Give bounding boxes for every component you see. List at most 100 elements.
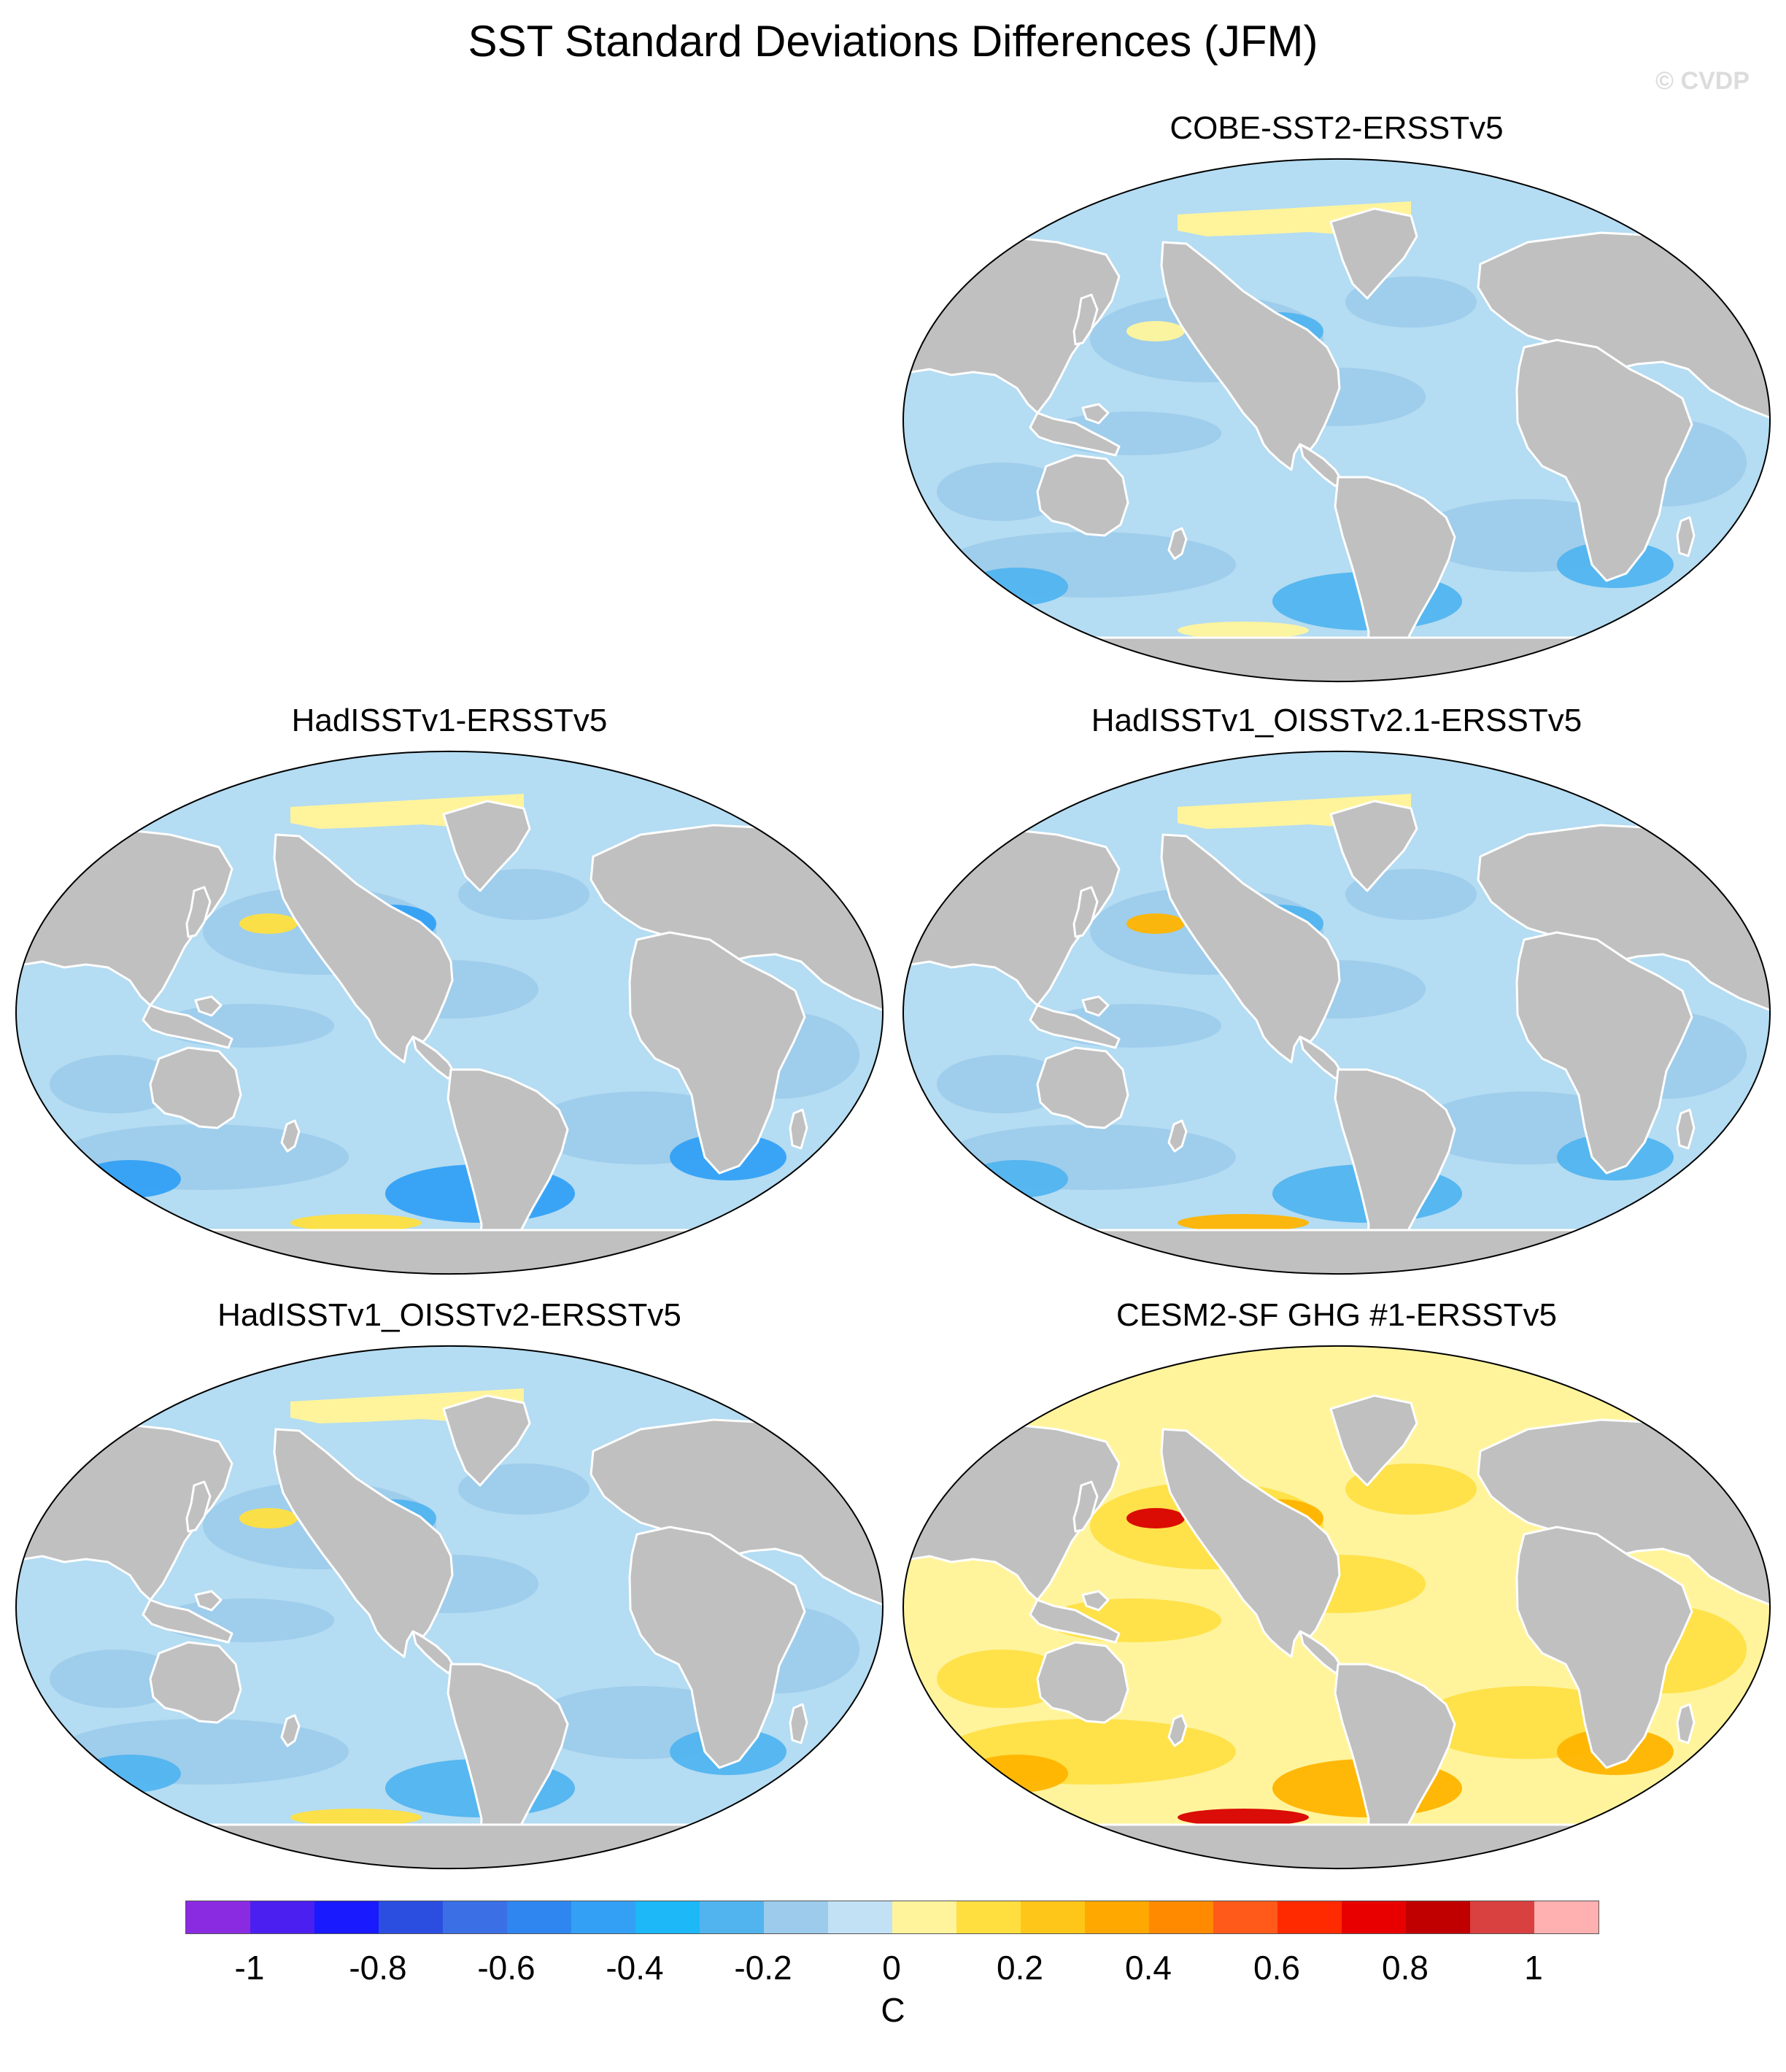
colorbar-swatch <box>250 1901 314 1933</box>
colorbar-swatch <box>186 1901 250 1933</box>
colorbar-swatch <box>379 1901 443 1933</box>
anomaly-patch-strong <box>966 568 1068 606</box>
landmass <box>149 1641 242 1724</box>
colorbar-swatch <box>1021 1901 1085 1933</box>
colorbar-tick-label: -1 <box>234 1949 265 1987</box>
landmass <box>1167 1119 1188 1153</box>
watermark: © CVDP <box>1655 67 1750 95</box>
world-map <box>15 751 884 1275</box>
anomaly-patch-warm <box>290 1214 422 1232</box>
landmass <box>789 1703 808 1744</box>
colorbar-swatch <box>956 1901 1021 1933</box>
anomaly-patch-warm <box>239 1508 298 1528</box>
landmass <box>1676 1108 1696 1150</box>
colorbar-tick-label: 0.2 <box>997 1949 1043 1987</box>
anomaly-patch <box>937 1055 1068 1113</box>
anomaly-patch <box>1345 1464 1477 1515</box>
map-panel: CESM2-SF GHG #1-ERSSTv5 <box>900 1295 1773 1871</box>
landmass <box>1167 1714 1188 1747</box>
colorbar-swatch <box>1470 1901 1534 1933</box>
map-panel: HadISSTv1_OISSTv2-ERSSTv5 <box>13 1295 886 1871</box>
landmass <box>1081 1590 1110 1612</box>
map-panel: HadISSTv1-ERSSTv5 <box>13 700 886 1277</box>
map-outline <box>902 158 1771 682</box>
colorbar-tick-label: 0.4 <box>1125 1949 1172 1987</box>
anomaly-patch-warm <box>973 1847 1046 1861</box>
landmass <box>280 1714 301 1747</box>
anomaly-patch-strong <box>966 1755 1068 1793</box>
colorbar-swatch <box>507 1901 571 1933</box>
landmass <box>1515 1526 1693 1769</box>
landmass <box>1515 931 1693 1175</box>
anomaly-patch <box>937 1650 1068 1708</box>
landmass <box>142 1004 233 1049</box>
landmass <box>902 636 1771 682</box>
landmass <box>273 1428 454 1658</box>
anomaly-patch-strong <box>79 1160 181 1198</box>
anomaly-patch-warm <box>973 660 1046 674</box>
anomaly-patch <box>50 1650 181 1708</box>
map-panel: HadISSTv1_OISSTv2.1-ERSSTv5 <box>900 700 1773 1277</box>
landmass <box>1029 411 1121 457</box>
colorbar-tick-label: -0.2 <box>734 1949 792 1987</box>
landmass <box>15 1823 884 1869</box>
anomaly-patch-warm <box>86 1252 159 1267</box>
landmass <box>185 886 212 938</box>
map-panel: COBE-SST2-ERSSTv5 <box>900 108 1773 684</box>
colorbar-tick-label: 0.6 <box>1253 1949 1300 1987</box>
anomaly-patch-warm <box>290 1809 422 1826</box>
landmass <box>789 1108 808 1150</box>
panel-title: HadISSTv1_OISSTv2-ERSSTv5 <box>217 1297 681 1333</box>
map-outline <box>902 1345 1771 1869</box>
anomaly-patch-warm <box>1126 1508 1185 1528</box>
landmass <box>1329 800 1418 892</box>
landmass <box>1036 454 1129 537</box>
colorbar-swatch <box>314 1901 379 1933</box>
colorbar-swatch <box>443 1901 507 1933</box>
panel-title: CESM2-SF GHG #1-ERSSTv5 <box>1116 1297 1557 1333</box>
landmass <box>280 1119 301 1153</box>
map-outline <box>15 751 884 1275</box>
colorbar-tick-label: -0.6 <box>477 1949 536 1987</box>
landmass <box>442 800 531 892</box>
colorbar-tick-label: -0.8 <box>349 1949 407 1987</box>
colorbar-units: C <box>881 1991 905 2029</box>
landmass <box>1072 886 1099 938</box>
colorbar-swatch <box>1085 1901 1149 1933</box>
anomaly-patch <box>1345 869 1477 920</box>
colorbar-swatch <box>700 1901 764 1933</box>
anomaly-patch <box>937 463 1068 521</box>
landmass <box>1081 403 1110 425</box>
anomaly-patch <box>50 1055 181 1113</box>
panel-title: COBE-SST2-ERSSTv5 <box>1170 110 1504 146</box>
colorbar-swatch <box>1213 1901 1277 1933</box>
anomaly-patch-warm <box>1178 1214 1309 1232</box>
landmass <box>194 995 223 1017</box>
colorbar-tick-label: 0.8 <box>1382 1949 1429 1987</box>
landmass <box>185 1480 212 1533</box>
anomaly-patch-warm <box>1178 622 1309 639</box>
landmass <box>1329 1394 1418 1487</box>
colorbar-swatch <box>764 1901 828 1933</box>
world-map <box>15 1345 884 1869</box>
anomaly-patch-warm <box>1126 913 1185 934</box>
landmass <box>1029 1599 1121 1644</box>
map-outline <box>902 751 1771 1275</box>
landmass <box>1515 339 1693 582</box>
world-map <box>902 158 1771 682</box>
landmass <box>1029 1004 1121 1049</box>
map-outline <box>15 1345 884 1869</box>
anomaly-patch <box>57 1124 349 1190</box>
landmass <box>1160 241 1341 471</box>
colorbar-swatch <box>1406 1901 1470 1933</box>
landmass <box>1167 527 1188 560</box>
colorbar-tick-label: 0 <box>882 1949 901 1987</box>
landmass <box>1036 1046 1129 1129</box>
landmass <box>1160 833 1341 1064</box>
colorbar-swatch <box>1342 1901 1406 1933</box>
anomaly-patch-strong <box>966 1160 1068 1198</box>
colorbar-swatch <box>892 1901 956 1933</box>
anomaly-patch <box>1345 277 1477 328</box>
colorbar-swatch <box>828 1901 892 1933</box>
landmass <box>1072 293 1099 346</box>
